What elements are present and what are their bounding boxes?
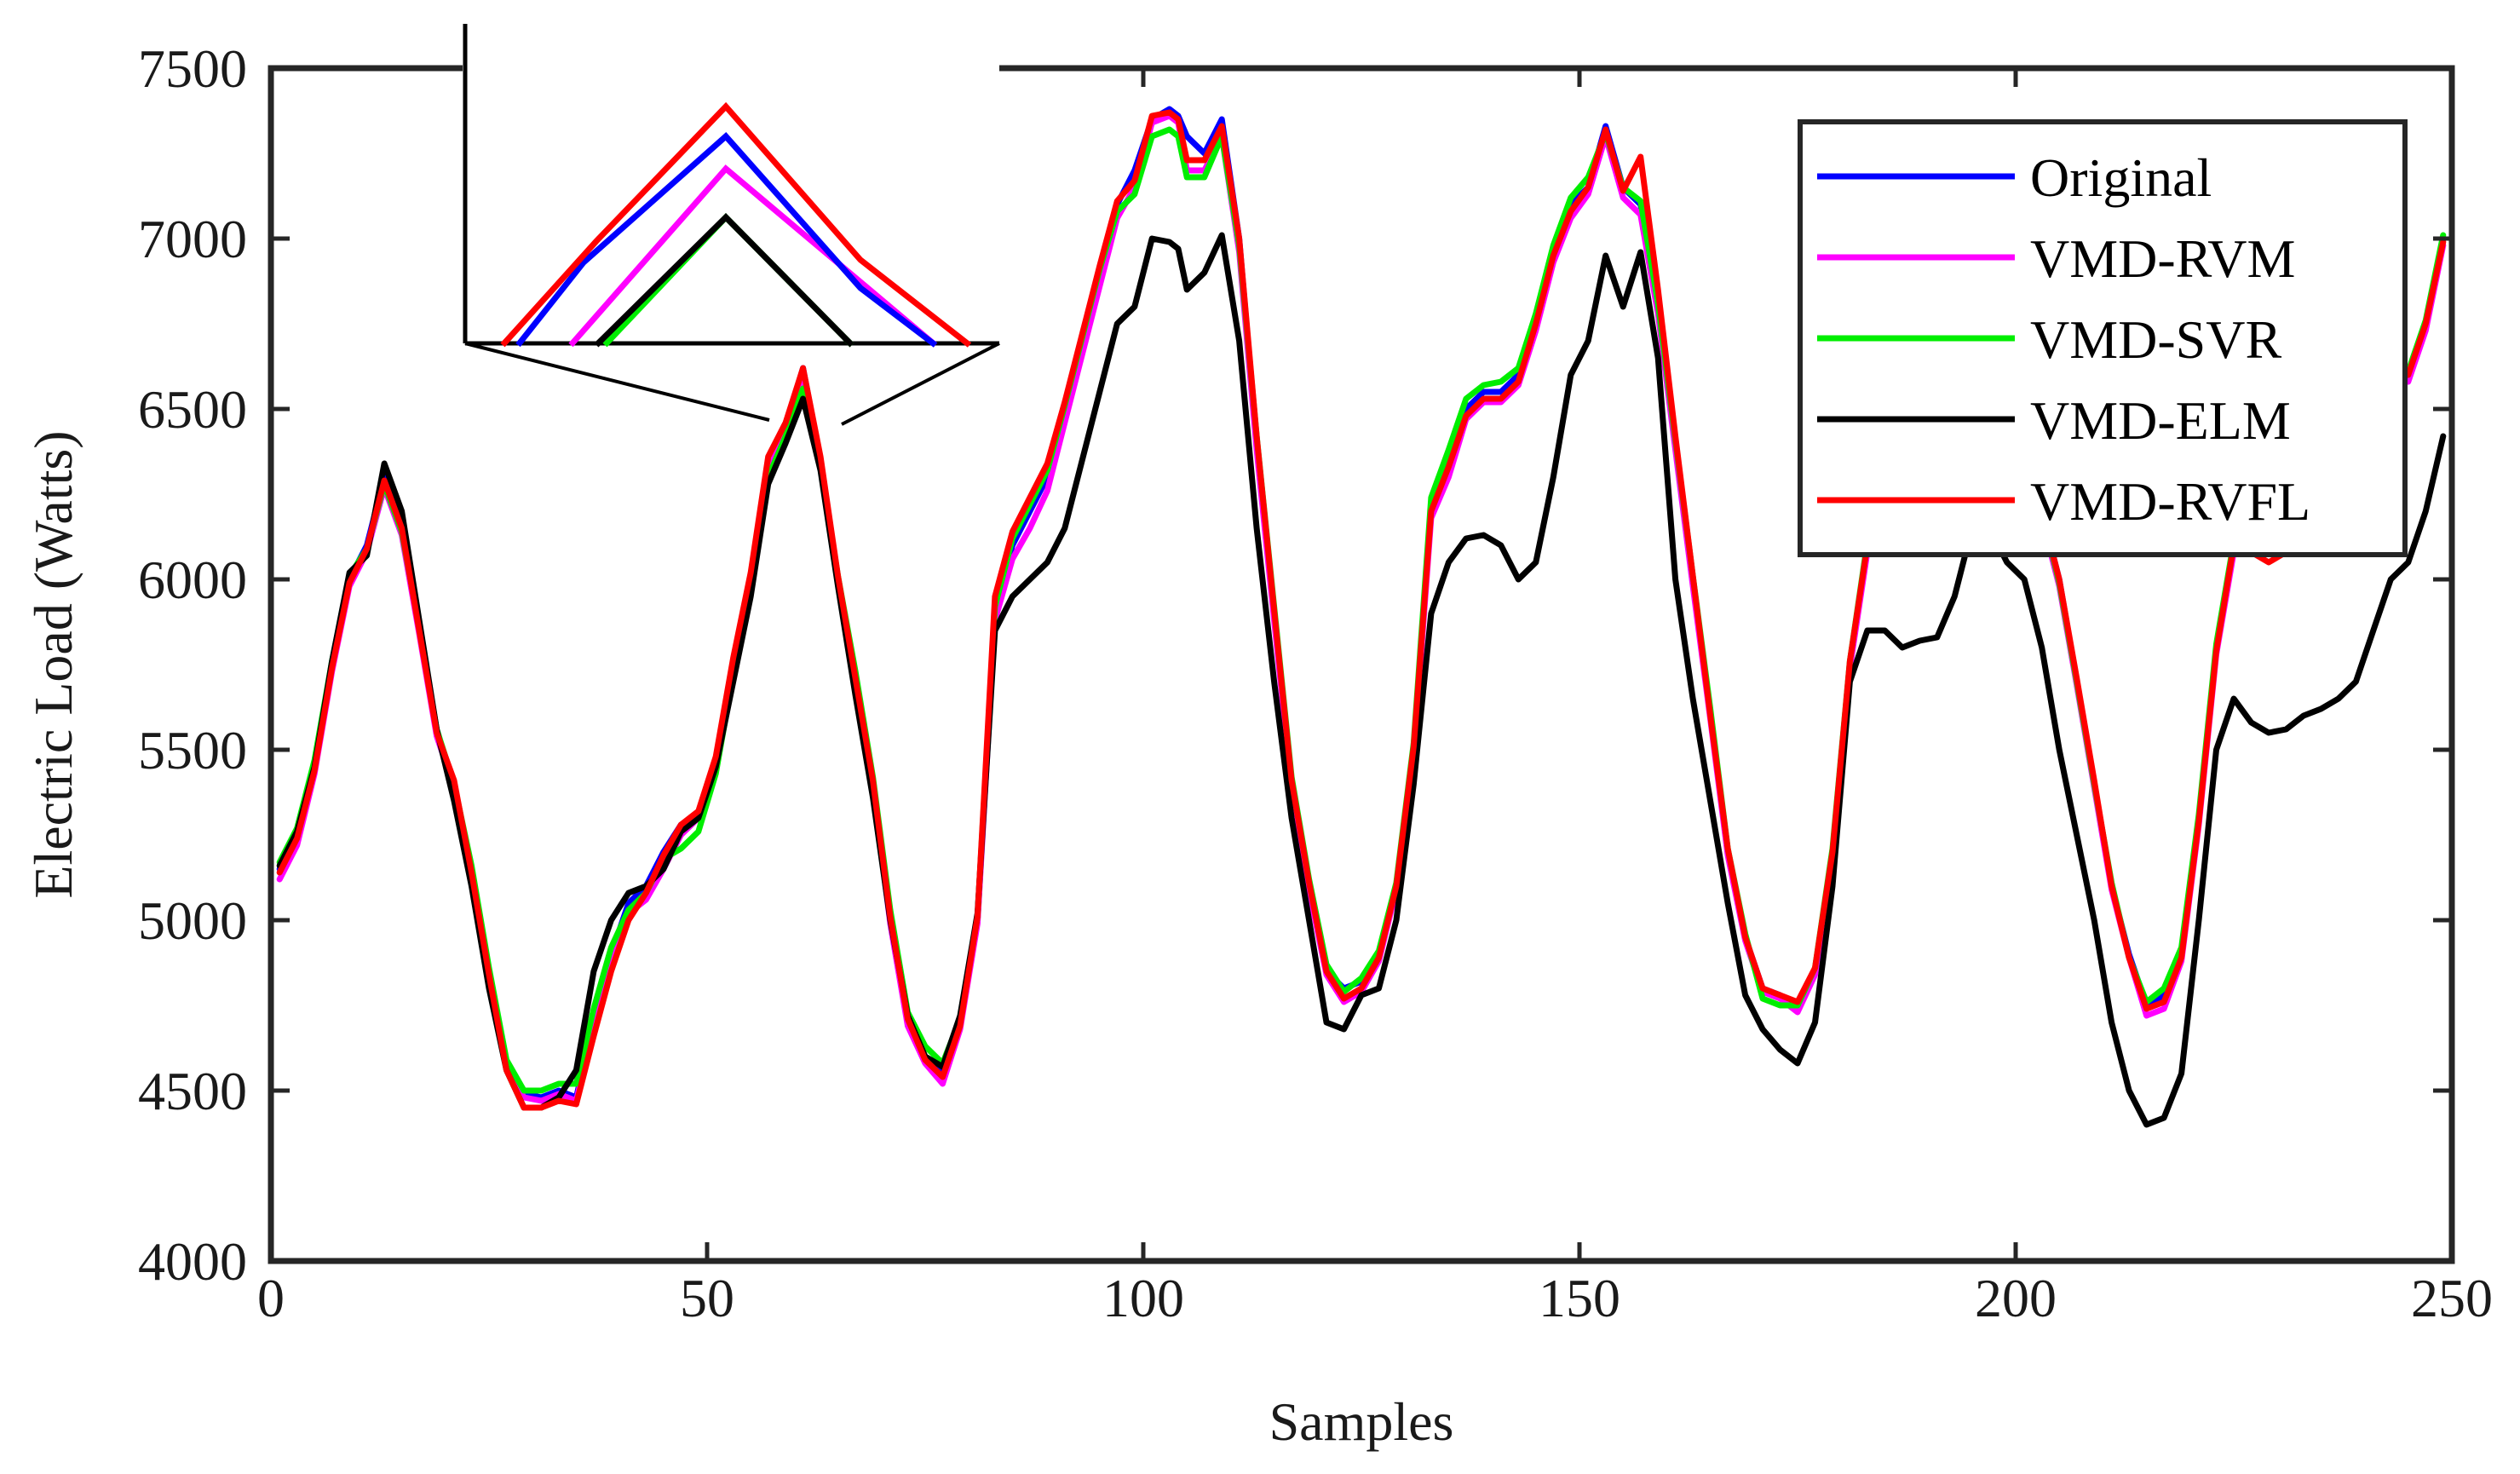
legend-label-vmd-rvfl: VMD-RVFL	[2030, 471, 2310, 532]
series-layer	[276, 106, 2447, 1128]
y-tick-label: 5500	[138, 720, 247, 780]
inset-original-peak	[515, 132, 938, 348]
series-line-vmd-elm	[276, 232, 2447, 1128]
inset-vmd-rvfl-peak	[500, 101, 972, 348]
y-axis-title: Electric Load (Watts)	[23, 430, 83, 898]
x-tick-label: 50	[680, 1268, 734, 1328]
inset-background	[463, 21, 999, 343]
legend-label-vmd-elm: VMD-ELM	[2030, 390, 2291, 451]
y-tick-label: 5000	[138, 890, 247, 951]
legend-label-vmd-rvm: VMD-RVM	[2030, 228, 2295, 289]
y-tick-label: 4500	[138, 1061, 247, 1121]
x-tick-label: 0	[257, 1268, 285, 1328]
x-tick-label: 250	[2411, 1268, 2493, 1328]
y-tick-label: 4000	[138, 1231, 247, 1292]
zoom-inset	[463, 21, 1000, 426]
x-tick-label: 150	[1539, 1268, 1620, 1328]
legend-label-original: Original	[2030, 147, 2212, 208]
y-tick-label: 7000	[138, 209, 247, 269]
y-tick-label: 6000	[138, 550, 247, 610]
y-tick-label: 7500	[138, 38, 247, 99]
inset-vmd-elm-peak	[594, 213, 854, 348]
inset-zoom-connector-left	[464, 342, 770, 422]
x-tick-label: 200	[1975, 1268, 2057, 1328]
legend-label-vmd-svr: VMD-SVR	[2030, 309, 2281, 370]
y-tick-label: 6500	[138, 379, 247, 440]
plot-area-frame	[268, 65, 2455, 1264]
legend: Original VMD-RVM VMD-SVR VMD-ELM VMD-RVF…	[1798, 119, 2408, 557]
series-line-vmd-rvfl	[276, 109, 2447, 1111]
inset-zoom-connector-right	[841, 342, 1000, 426]
x-axis-title: Samples	[1269, 1391, 1454, 1452]
x-tick-label: 100	[1102, 1268, 1184, 1328]
inset-vmd-rvm-peak	[568, 164, 938, 348]
